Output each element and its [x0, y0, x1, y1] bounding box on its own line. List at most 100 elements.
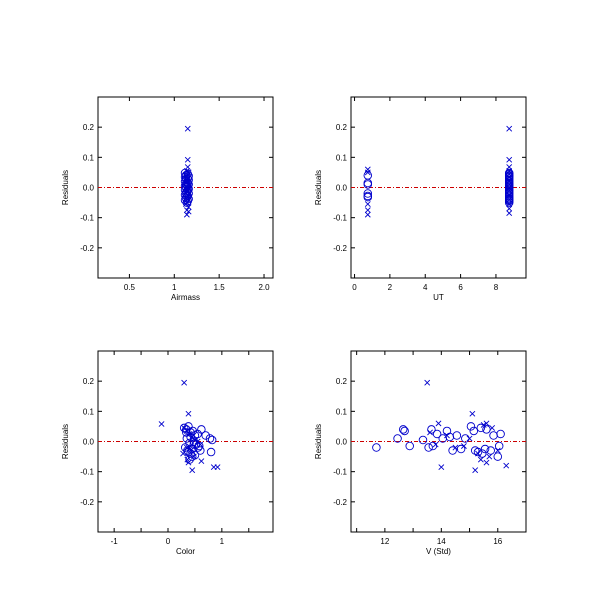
x-tick-label-ut: 4	[423, 283, 428, 292]
point-cross-vstd	[489, 425, 496, 431]
y-tick-label-vstd: 0.0	[336, 438, 348, 447]
y-axis-label-color: Residuals	[61, 424, 70, 459]
point-cross-vstd	[483, 459, 490, 466]
point-cross-airmass	[183, 178, 190, 185]
point-cross-vstd	[480, 421, 487, 428]
x-axis-label-ut: UT	[433, 293, 444, 302]
point-cross-color	[183, 444, 190, 451]
y-tick-label-airmass: 0.1	[83, 153, 95, 162]
point-cross-vstd	[483, 420, 490, 427]
point-cross-ut	[364, 211, 371, 218]
y-axis-label-airmass: Residuals	[61, 170, 70, 205]
point-cross-color	[192, 437, 198, 443]
point-cross-color	[197, 441, 204, 448]
point-cross-ut	[506, 125, 513, 132]
point-circle-vstd	[469, 426, 479, 436]
x-tick-label-ut: 6	[458, 283, 463, 292]
y-tick-label-airmass: -0.1	[80, 214, 94, 223]
point-cross-airmass	[185, 204, 192, 211]
point-cross-color	[187, 447, 194, 454]
point-cross-airmass	[184, 156, 191, 163]
point-circle-vstd	[452, 431, 462, 440]
point-circle-vstd	[418, 435, 428, 445]
x-axis-label-color: Color	[176, 547, 195, 556]
point-circle-vstd	[486, 446, 495, 455]
point-circle-vstd	[466, 422, 476, 431]
point-circle-vstd	[424, 443, 433, 452]
point-circle-color	[205, 434, 215, 443]
point-circle-color	[196, 446, 205, 455]
y-tick-label-color: -0.1	[80, 468, 94, 477]
point-circle-vstd	[493, 452, 503, 461]
y-tick-label-ut: -0.2	[333, 244, 347, 253]
y-tick-label-vstd: 0.2	[336, 377, 348, 386]
point-cross-airmass	[184, 187, 191, 194]
point-cross-ut	[364, 169, 371, 176]
x-tick-label-color: -1	[111, 537, 119, 546]
point-cross-airmass	[185, 208, 192, 215]
point-cross-color	[189, 467, 196, 474]
point-cross-ut	[506, 205, 513, 212]
point-cross-color	[185, 459, 192, 466]
x-tick-label-color: 1	[220, 537, 225, 546]
point-circle-vstd	[494, 441, 504, 451]
panel-airmass: -0.2 -0.1 0.0 0.1 0.2 0.5 1 1.5 2.0 Airmass Residu…	[61, 96, 274, 302]
point-cross-airmass	[184, 125, 191, 132]
y-tick-label-color: 0.0	[83, 438, 95, 447]
point-circle-vstd	[398, 425, 408, 434]
point-cross-color	[198, 458, 205, 465]
point-cross-airmass	[185, 181, 192, 188]
y-tick-label-ut: -0.1	[333, 214, 347, 223]
point-circle-vstd	[432, 429, 442, 439]
point-circle-color	[184, 422, 193, 431]
x-tick-label-ut: 2	[388, 283, 393, 292]
point-circle-vstd	[393, 434, 402, 443]
point-cross-ut	[506, 210, 513, 217]
x-axis-label-vstd: V (Std)	[426, 547, 451, 556]
point-circle-vstd	[400, 426, 409, 436]
point-circle-vstd	[448, 446, 457, 455]
point-cross-vstd	[444, 432, 450, 439]
point-circle-vstd	[372, 443, 381, 452]
point-circle-color	[188, 426, 198, 436]
point-cross-color	[214, 464, 221, 471]
point-cross-color	[180, 450, 186, 457]
y-tick-label-airmass: -0.2	[80, 244, 94, 253]
point-circle-vstd	[473, 447, 483, 457]
point-circle-vstd	[496, 429, 505, 439]
point-cross-vstd	[503, 462, 510, 469]
point-cross-ut	[506, 156, 513, 163]
point-circle-color	[182, 428, 191, 437]
point-cross-vstd	[477, 456, 484, 463]
x-tick-label-airmass: 2.0	[258, 283, 270, 292]
point-cross-ut	[506, 192, 513, 198]
x-tick-label-vstd: 16	[493, 537, 502, 546]
y-axis-label-vstd: Residuals	[314, 424, 323, 459]
point-circle-ut	[363, 192, 373, 202]
point-circle-color	[201, 431, 210, 440]
point-cross-color	[181, 379, 188, 386]
x-axis-label-airmass: Airmass	[171, 293, 200, 302]
panel-color: -0.2 -0.1 0.0 0.1 0.2 -1 0 1 Color Residuals	[61, 350, 274, 556]
point-cross-vstd	[435, 420, 442, 427]
point-cross-ut	[364, 201, 371, 208]
point-circle-ut	[363, 180, 373, 189]
x-tick-label-vstd: 14	[437, 537, 446, 546]
x-tick-label-airmass: 1	[172, 283, 177, 292]
point-cross-ut	[506, 196, 513, 203]
point-circle-color	[179, 423, 189, 433]
point-cross-vstd	[452, 444, 459, 451]
point-cross-vstd	[424, 379, 431, 386]
x-tick-label-color: 0	[166, 537, 171, 546]
point-cross-vstd	[432, 441, 439, 448]
point-cross-airmass	[183, 172, 189, 179]
point-cross-vstd	[466, 435, 473, 442]
x-tick-label-airmass: 0.5	[124, 283, 136, 292]
x-tick-label-ut: 8	[494, 283, 499, 292]
point-cross-ut	[364, 207, 371, 214]
point-cross-color	[190, 453, 197, 460]
point-cross-vstd	[494, 447, 501, 454]
y-tick-label-color: 0.2	[83, 377, 95, 386]
panel-vstd: -0.2 -0.1 0.0 0.1 0.2 12 14 16 V (Std) Residuals	[314, 350, 527, 556]
